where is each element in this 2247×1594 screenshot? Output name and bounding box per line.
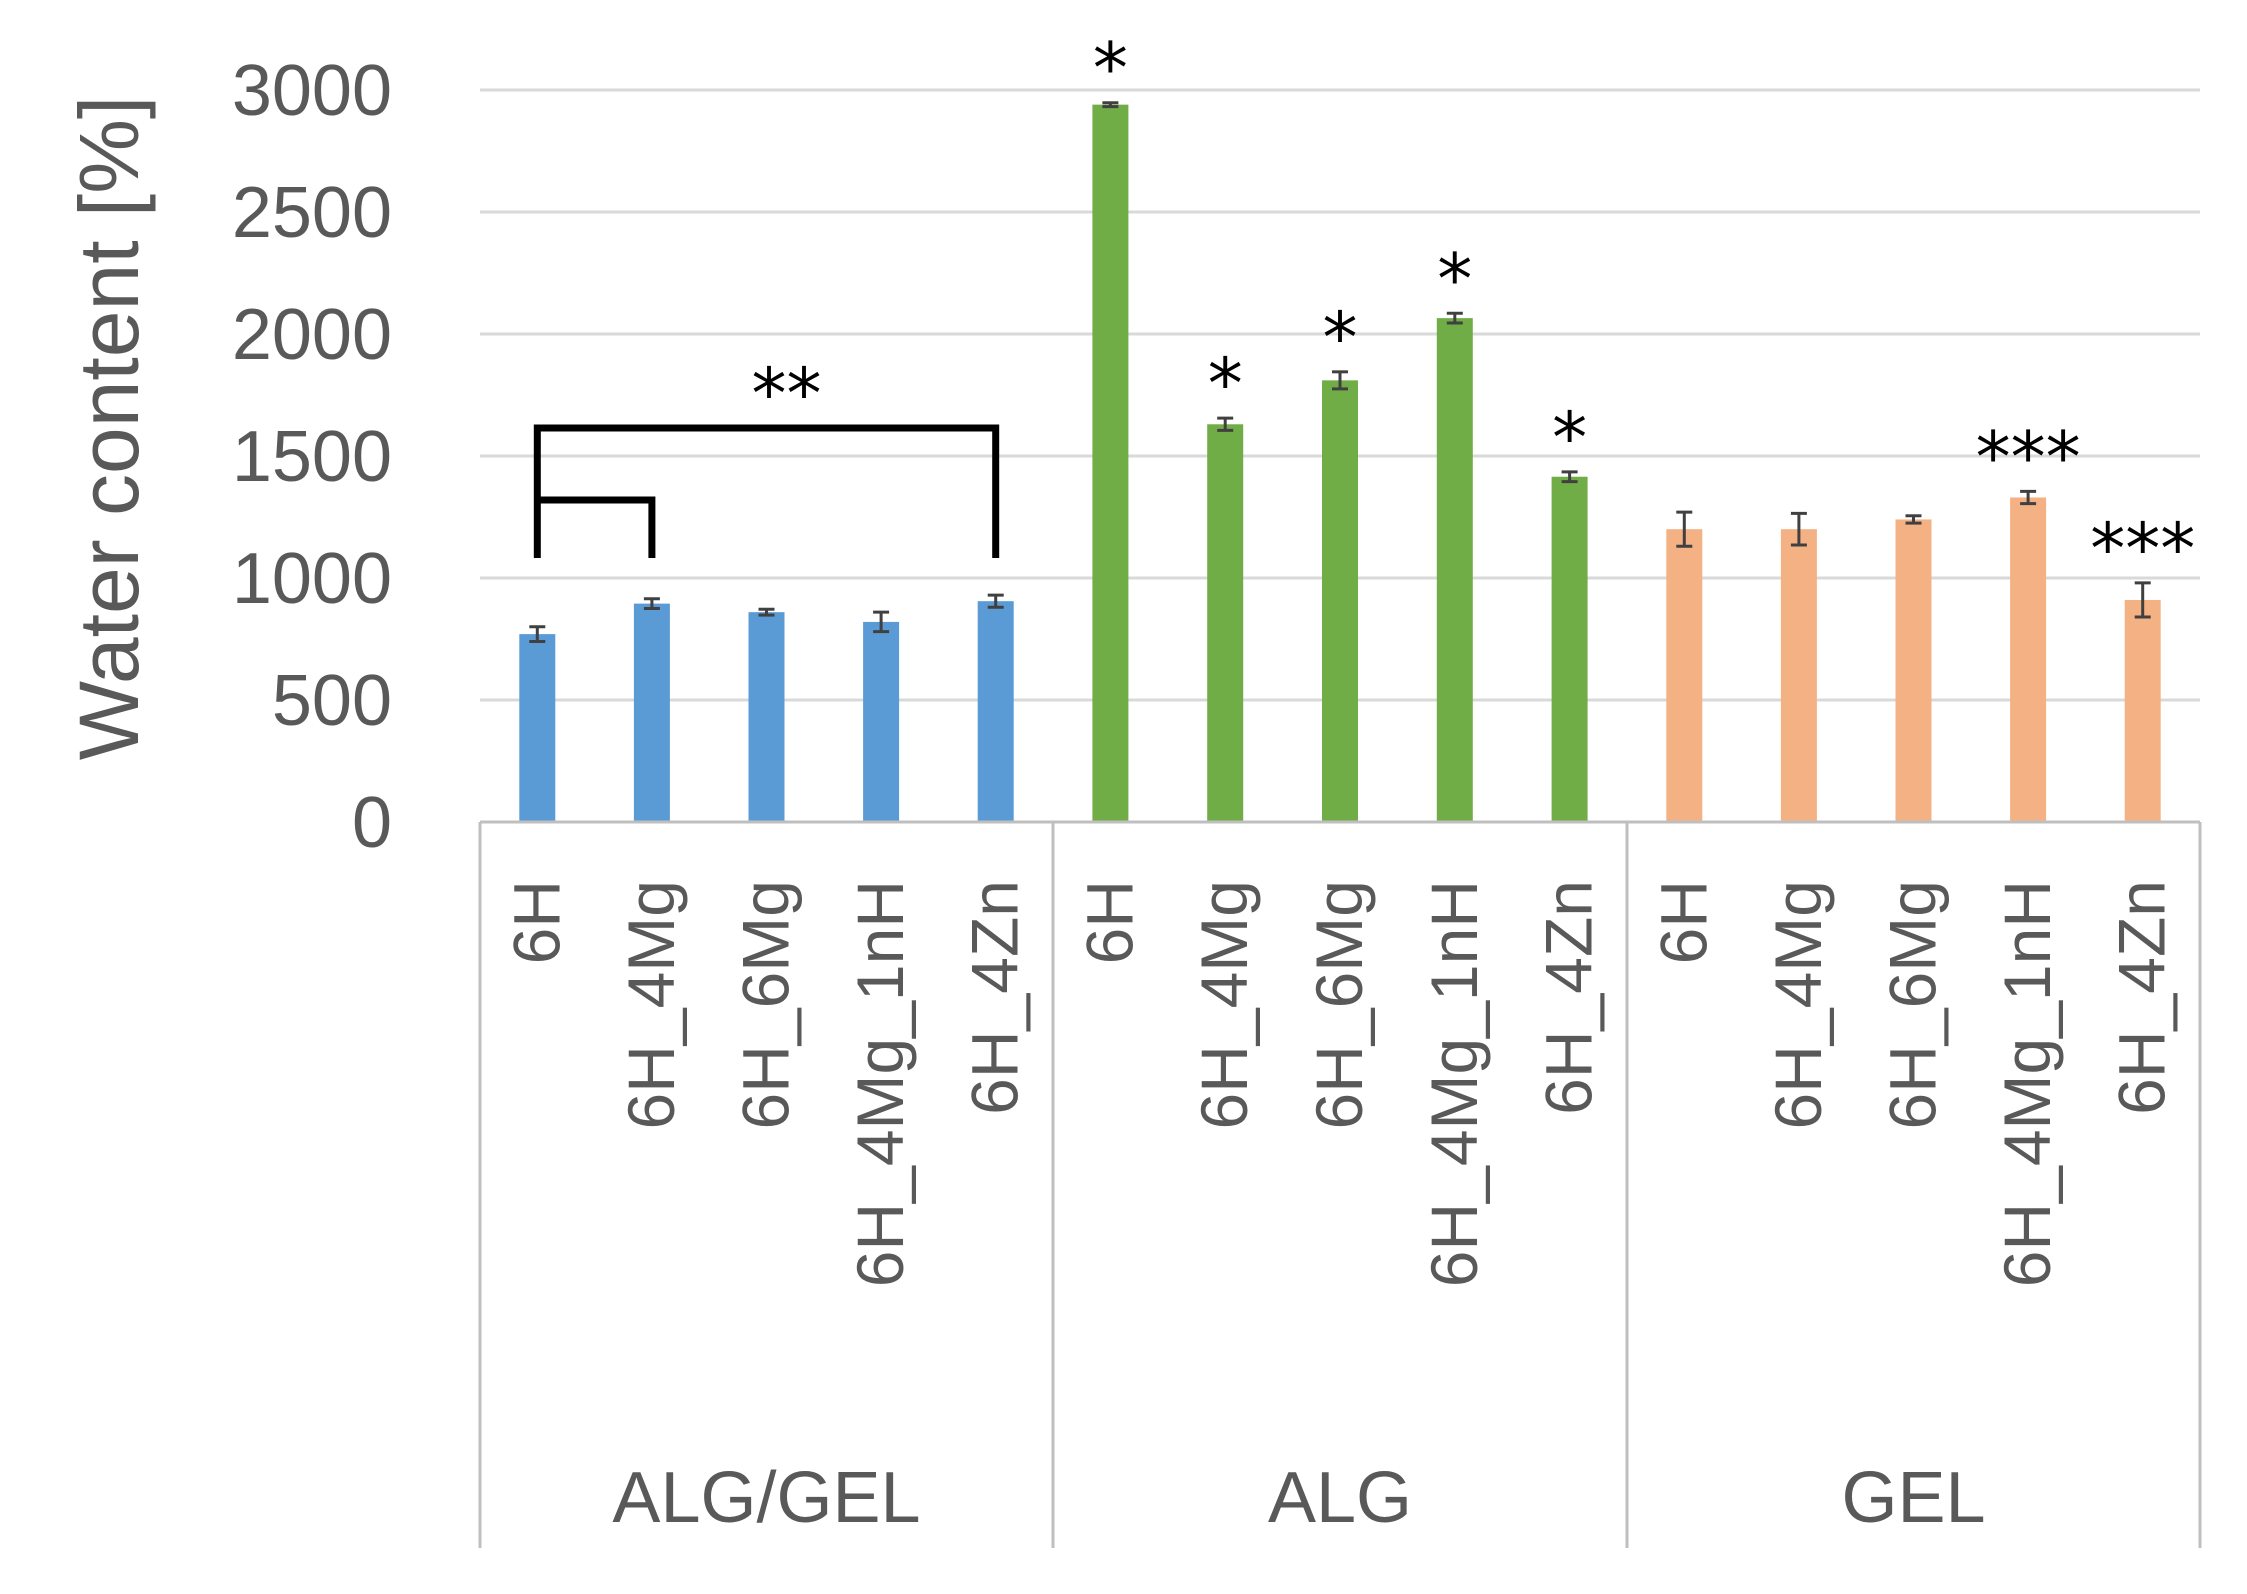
bar-ALG-6H_4Zn [1551,476,1588,822]
y-tick-label: 3000 [232,51,392,131]
category-label: 6H_4Mg_1nH [1990,880,2064,1287]
significance-marker: * [1323,297,1358,379]
bar-ALG/GEL-6H_4Mg_1nH [863,621,900,822]
category-label: 6H [499,880,573,964]
category-label: 6H [1072,880,1146,964]
category-label: 6H_4Mg_1nH [1417,880,1491,1287]
bar-GEL-6H_6Mg [1895,519,1932,822]
error-bars [529,101,2151,643]
category-label: 6H_4Mg_1nH [843,880,917,1287]
bar-ALG/GEL-6H_4Mg [633,603,670,822]
y-tick-label: 1000 [232,539,392,619]
category-label: 6H_4Mg [1187,880,1261,1129]
significance-marker: * [1093,28,1128,110]
group-label: ALG/GEL [612,1458,920,1538]
comparison-brackets: ** [533,353,1000,558]
bar-ALG-6H_6Mg [1322,380,1358,822]
bars [519,104,2161,822]
bar-GEL-6H_4Zn [2124,599,2161,822]
category-label: 6H_4Zn [958,880,1032,1115]
significance-marker: * [1208,343,1243,425]
y-tick-label: 0 [352,783,392,863]
category-label: 6H_4Zn [1532,880,1606,1115]
category-label: 6H_6Mg [729,880,803,1129]
bar-ALG/GEL-6H_6Mg [748,612,785,822]
y-tick-label: 2500 [232,173,392,253]
bar-ALG-6H [1092,104,1129,822]
bar-ALG/GEL-6H_4Zn [977,601,1014,822]
x-axis [478,820,2202,1548]
bar-ALG/GEL-6H [519,634,556,822]
group-labels: ALG/GEL ALG GEL [612,1458,1985,1538]
significance-marker: *** [2090,508,2195,590]
y-tick-label: 2000 [232,295,392,375]
y-tick-label: 1500 [232,417,392,497]
category-label: 6H [1646,880,1720,964]
category-label: 6H_4Zn [2105,880,2179,1115]
group-label: GEL [1841,1458,1985,1538]
y-tick-labels: 0 500 1000 1500 2000 2500 3000 [232,51,392,863]
bar-ALG-6H_4Mg [1207,424,1244,822]
bracket-marker: ** [752,353,822,435]
significance-markers: ***** ****** [1093,28,2195,590]
category-label: 6H_6Mg [1302,880,1376,1129]
significance-marker: * [1437,238,1472,320]
bar-GEL-6H [1666,529,1703,822]
significance-marker: * [1552,397,1587,479]
bracket-outer [533,424,1000,558]
bracket-inner [537,496,656,558]
bar-GEL-6H_4Mg [1780,529,1817,822]
y-tick-label: 500 [272,661,392,741]
bar-GEL-6H_4Mg_1nH [2010,497,2047,822]
category-label: 6H_4Mg [614,880,688,1129]
group-label: ALG [1268,1458,1412,1538]
y-axis-label: Water content [%] [62,96,156,761]
bar-ALG-6H_4Mg_1nH [1436,318,1473,822]
category-labels: 6H 6H_4Mg 6H_6Mg 6H_4Mg_1nH 6H_4Zn 6H 6H_4Mg 6H… [499,880,2178,1287]
category-label: 6H_6Mg [1876,880,1950,1129]
significance-marker: *** [1976,416,2081,498]
category-label: 6H_4Mg [1761,880,1835,1129]
